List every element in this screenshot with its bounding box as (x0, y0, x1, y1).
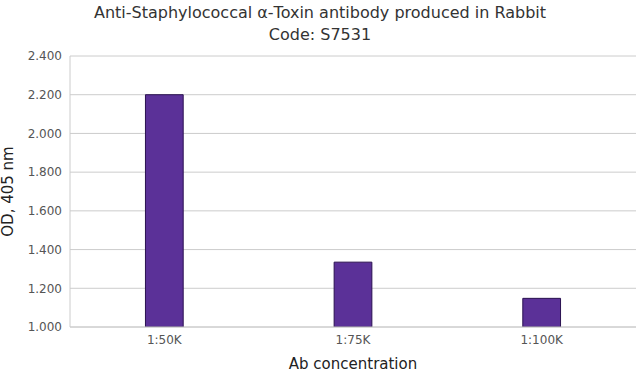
svg-text:1.800: 1.800 (28, 165, 62, 179)
svg-text:1:75K: 1:75K (336, 333, 372, 347)
svg-text:1:50K: 1:50K (147, 333, 183, 347)
svg-text:2.400: 2.400 (28, 49, 62, 63)
svg-text:2.000: 2.000 (28, 127, 62, 141)
svg-text:1.400: 1.400 (28, 243, 62, 257)
svg-text:OD, 405 nm: OD, 405 nm (8, 146, 17, 236)
svg-text:1.000: 1.000 (28, 320, 62, 334)
svg-text:1.600: 1.600 (28, 204, 62, 218)
svg-text:1:100K: 1:100K (520, 333, 564, 347)
svg-text:2.200: 2.200 (28, 88, 62, 102)
svg-text:1.200: 1.200 (28, 282, 62, 296)
html-text:Code: S7531: Code: S7531 (268, 25, 372, 44)
svg-text:Ab concentration: Ab concentration (289, 355, 417, 373)
html-text:Anti-Staphylococcal α-Toxin an: Anti-Staphylococcal α-Toxin antibody pro… (94, 3, 546, 22)
